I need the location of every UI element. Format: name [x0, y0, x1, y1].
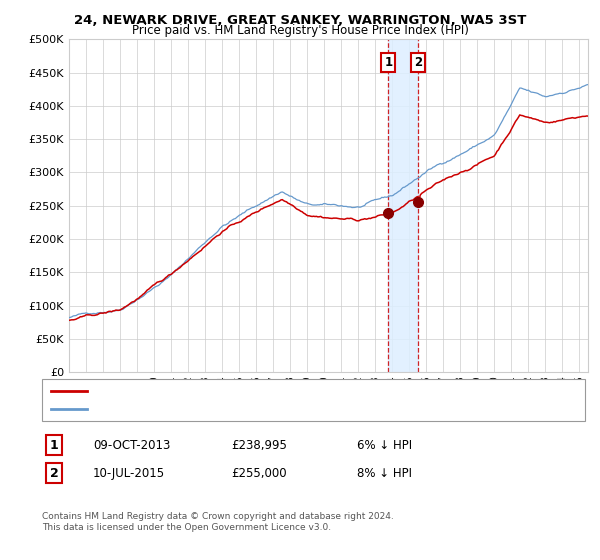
Text: 1: 1	[385, 56, 392, 69]
Text: £238,995: £238,995	[231, 438, 287, 452]
Text: £255,000: £255,000	[231, 466, 287, 480]
Text: HPI: Average price, detached house, Warrington: HPI: Average price, detached house, Warr…	[93, 404, 344, 414]
Text: Price paid vs. HM Land Registry's House Price Index (HPI): Price paid vs. HM Land Registry's House …	[131, 24, 469, 37]
Text: 8% ↓ HPI: 8% ↓ HPI	[357, 466, 412, 480]
Bar	[388, 39, 418, 372]
Text: 6% ↓ HPI: 6% ↓ HPI	[357, 438, 412, 452]
Text: 10-JUL-2015: 10-JUL-2015	[93, 466, 165, 480]
Text: 2: 2	[414, 56, 422, 69]
Text: 24, NEWARK DRIVE, GREAT SANKEY, WARRINGTON, WA5 3ST: 24, NEWARK DRIVE, GREAT SANKEY, WARRINGT…	[74, 14, 526, 27]
Text: Contains HM Land Registry data © Crown copyright and database right 2024.
This d: Contains HM Land Registry data © Crown c…	[42, 512, 394, 532]
Text: 2: 2	[50, 466, 58, 480]
Text: 24, NEWARK DRIVE, GREAT SANKEY, WARRINGTON, WA5 3ST (detached house): 24, NEWARK DRIVE, GREAT SANKEY, WARRINGT…	[93, 386, 504, 396]
Text: 1: 1	[50, 438, 58, 452]
Text: 09-OCT-2013: 09-OCT-2013	[93, 438, 170, 452]
